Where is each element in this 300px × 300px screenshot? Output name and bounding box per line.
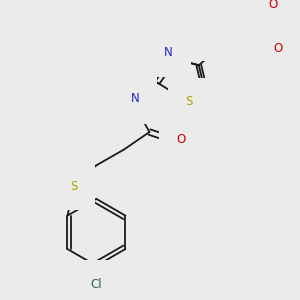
Text: O: O — [274, 42, 283, 55]
Text: Cl: Cl — [91, 278, 102, 291]
Text: N: N — [164, 46, 173, 59]
Text: S: S — [186, 95, 193, 108]
Text: O: O — [268, 0, 278, 11]
Text: O: O — [177, 134, 186, 146]
Text: S: S — [70, 180, 77, 193]
Text: N: N — [131, 92, 140, 105]
Text: H: H — [120, 94, 128, 107]
